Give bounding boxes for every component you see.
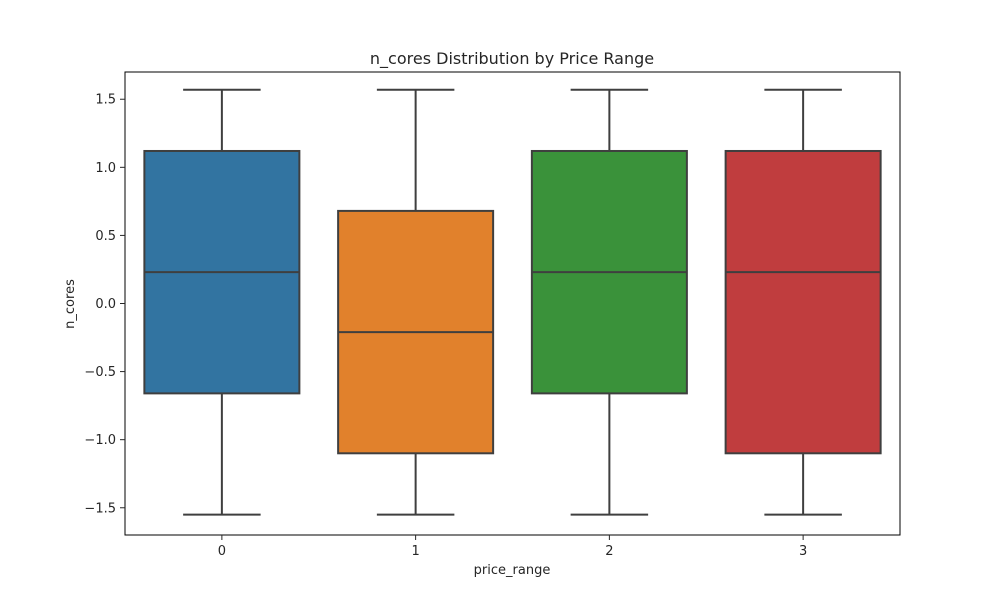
y-tick-label: −0.5 bbox=[84, 365, 116, 380]
y-tick-label: −1.5 bbox=[84, 501, 116, 516]
y-tick-label: 1.0 bbox=[95, 161, 116, 176]
box-0 bbox=[143, 88, 301, 516]
y-axis: −1.5 −1.0 −0.5 0.0 0.5 1.0 1.5 bbox=[84, 93, 125, 516]
y-tick-label: 1.5 bbox=[95, 93, 116, 108]
x-tick-label: 2 bbox=[605, 544, 613, 559]
x-axis: 0 1 2 3 bbox=[218, 535, 807, 559]
x-tick-label: 0 bbox=[218, 544, 226, 559]
y-tick-label: 0.5 bbox=[95, 229, 116, 244]
x-axis-label: price_range bbox=[474, 563, 551, 578]
plot-area bbox=[124, 71, 901, 536]
x-tick-label: 3 bbox=[799, 544, 807, 559]
y-tick-label: −1.0 bbox=[84, 433, 116, 448]
y-tick-label: 0.0 bbox=[95, 297, 116, 312]
box-1 bbox=[337, 88, 495, 516]
y-axis-label: n_cores bbox=[63, 279, 78, 329]
box-3 bbox=[724, 88, 882, 516]
x-tick-label: 1 bbox=[411, 544, 419, 559]
box-2 bbox=[530, 88, 688, 516]
iqr-box bbox=[724, 149, 882, 455]
chart-title: n_cores Distribution by Price Range bbox=[370, 49, 654, 69]
